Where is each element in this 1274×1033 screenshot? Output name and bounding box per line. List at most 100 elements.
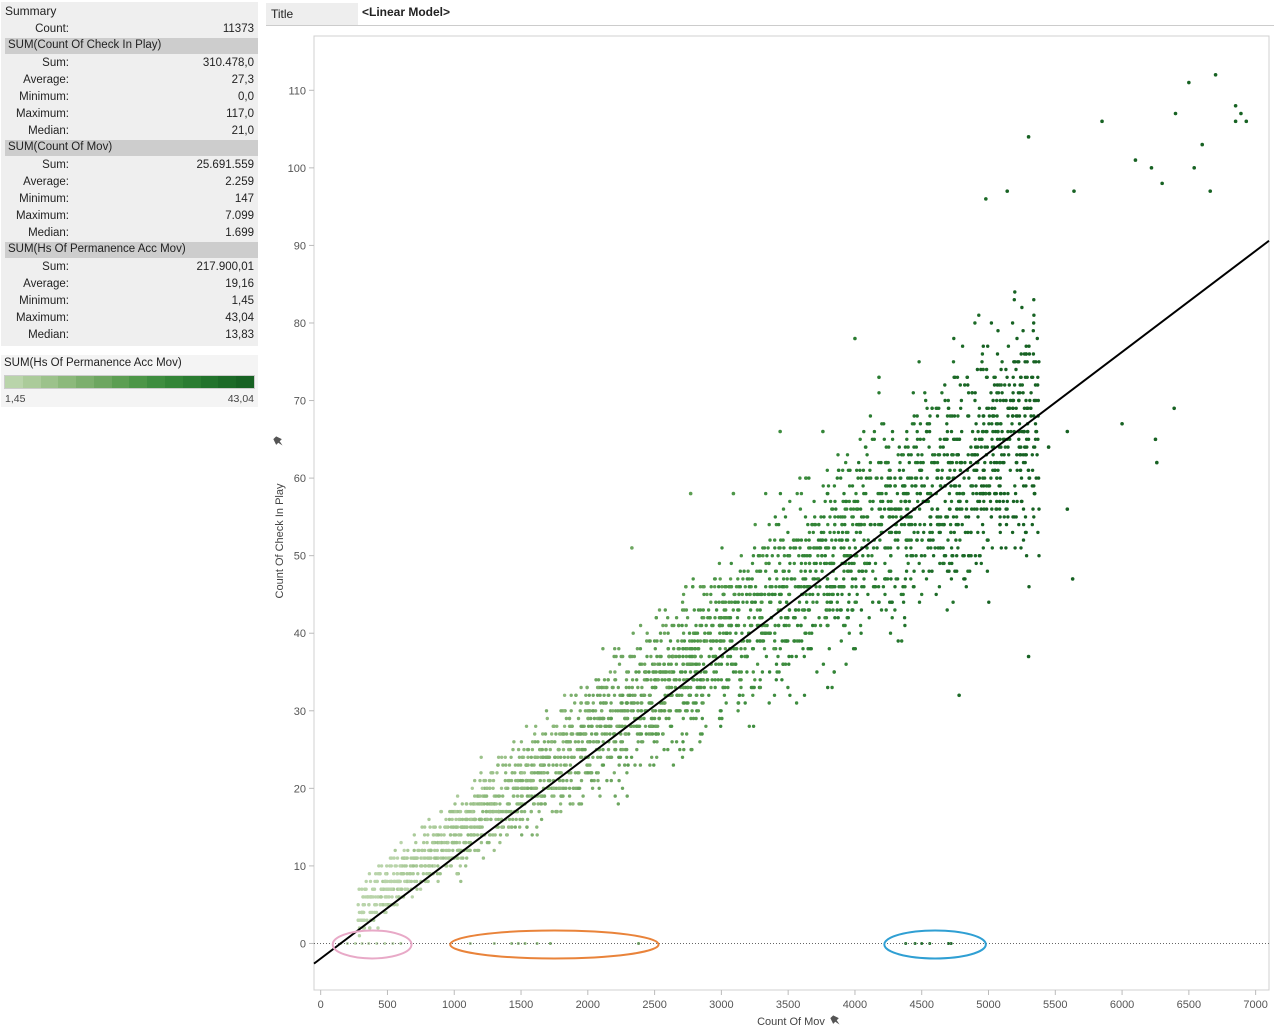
scatter-point <box>472 825 476 829</box>
scatter-point <box>400 864 405 868</box>
scatter-point <box>924 577 929 581</box>
scatter-point <box>880 476 884 480</box>
scatter-point <box>717 716 722 721</box>
scatter-point <box>938 546 943 550</box>
scatter-point <box>640 701 644 705</box>
scatter-point <box>628 654 632 659</box>
scatter-point <box>1173 111 1178 116</box>
scatter-point <box>688 491 693 496</box>
scatter-point <box>846 608 850 612</box>
scatter-point <box>813 515 817 519</box>
scatter-point <box>859 522 863 527</box>
scatter-point <box>830 538 834 542</box>
y-axis-title[interactable]: Count Of Check In Play <box>274 483 286 598</box>
scatter-point <box>781 577 786 581</box>
scatter-point <box>437 840 442 845</box>
scatter-point <box>955 375 960 379</box>
scatter-chart[interactable]: Count Of Check In Play Count Of Mov 0102… <box>265 28 1274 1031</box>
scatter-point <box>620 701 624 705</box>
scatter-point <box>739 685 743 690</box>
scatter-point <box>844 499 849 504</box>
scatter-point <box>845 453 850 457</box>
scatter-point <box>663 709 667 713</box>
scatter-point <box>680 623 684 628</box>
scatter-point <box>1004 367 1008 372</box>
scatter-point <box>847 499 851 504</box>
scatter-point <box>708 616 712 620</box>
scatter-point <box>520 794 524 798</box>
scatter-point <box>550 809 554 814</box>
color-legend[interactable]: SUM(Hs Of Permanence Acc Mov) 1,45 43,04 <box>1 355 258 407</box>
x-axis-title[interactable]: Count Of Mov <box>757 1016 825 1028</box>
scatter-point <box>841 515 845 519</box>
pin-icon[interactable] <box>272 435 285 448</box>
scatter-point <box>461 856 465 860</box>
scatter-point <box>965 499 969 504</box>
scatter-point <box>968 460 973 465</box>
scatter-point <box>853 546 857 550</box>
scatter-point <box>980 352 985 356</box>
scatter-point <box>670 740 674 744</box>
scatter-point <box>814 585 818 589</box>
scatter-point <box>498 840 502 845</box>
scatter-point <box>522 747 526 752</box>
scatter-point <box>632 724 636 728</box>
scatter-point <box>551 763 555 767</box>
scatter-point <box>915 414 919 418</box>
x-tick-label: 7000 <box>1243 999 1267 1011</box>
scatter-point <box>872 429 877 434</box>
scatter-point <box>553 740 557 744</box>
scatter-point <box>802 585 806 589</box>
scatter-point <box>881 585 886 589</box>
scatter-point <box>919 476 923 480</box>
scatter-point <box>802 693 807 697</box>
scatter-point <box>948 522 953 527</box>
scatter-point <box>945 608 949 612</box>
scatter-point <box>612 693 617 697</box>
scatter-point <box>472 833 477 837</box>
scatter-point <box>986 406 991 410</box>
scatter-point <box>635 678 639 682</box>
scatter-point <box>1239 111 1243 116</box>
title-bar[interactable]: Title <Linear Model> <box>266 3 1274 26</box>
pin-icon[interactable] <box>829 1014 842 1027</box>
scatter-point <box>761 554 765 558</box>
scatter-point <box>764 561 768 566</box>
summary-row: Median: 21,0 <box>1 123 258 140</box>
scatter-point <box>1012 298 1016 302</box>
scatter-point <box>1014 515 1018 519</box>
scatter-point <box>428 864 432 868</box>
scatter-point <box>987 422 991 426</box>
trend-line[interactable] <box>313 239 1270 965</box>
scatter-point <box>571 802 575 806</box>
scatter-point <box>930 569 934 573</box>
scatter-point <box>638 647 643 651</box>
title-value[interactable]: <Linear Model> <box>362 5 451 19</box>
scatter-point <box>481 809 485 814</box>
scatter-point <box>1015 453 1019 457</box>
scatter-point <box>698 639 703 643</box>
scatter-point <box>482 802 486 806</box>
scatter-point <box>825 585 829 589</box>
legend-swatch <box>111 376 130 388</box>
scatter-point <box>577 771 581 775</box>
scatter-point <box>984 197 988 201</box>
scatter-point <box>856 476 860 480</box>
scatter-point <box>638 763 643 767</box>
scatter-point <box>401 872 405 876</box>
scatter-point <box>836 592 840 597</box>
scatter-point <box>735 616 740 620</box>
scatter-point <box>766 546 770 550</box>
scatter-point <box>903 623 907 628</box>
scatter-point <box>899 522 904 527</box>
scatter-point <box>489 771 493 775</box>
scatter-point <box>862 429 866 434</box>
scatter-point <box>682 639 687 643</box>
scatter-point <box>946 460 951 465</box>
scatter-point <box>980 360 984 364</box>
scatter-point <box>667 678 671 682</box>
scatter-point <box>600 732 604 736</box>
scatter-point <box>959 406 963 410</box>
scatter-point <box>392 856 396 860</box>
scatter-point <box>698 585 703 589</box>
